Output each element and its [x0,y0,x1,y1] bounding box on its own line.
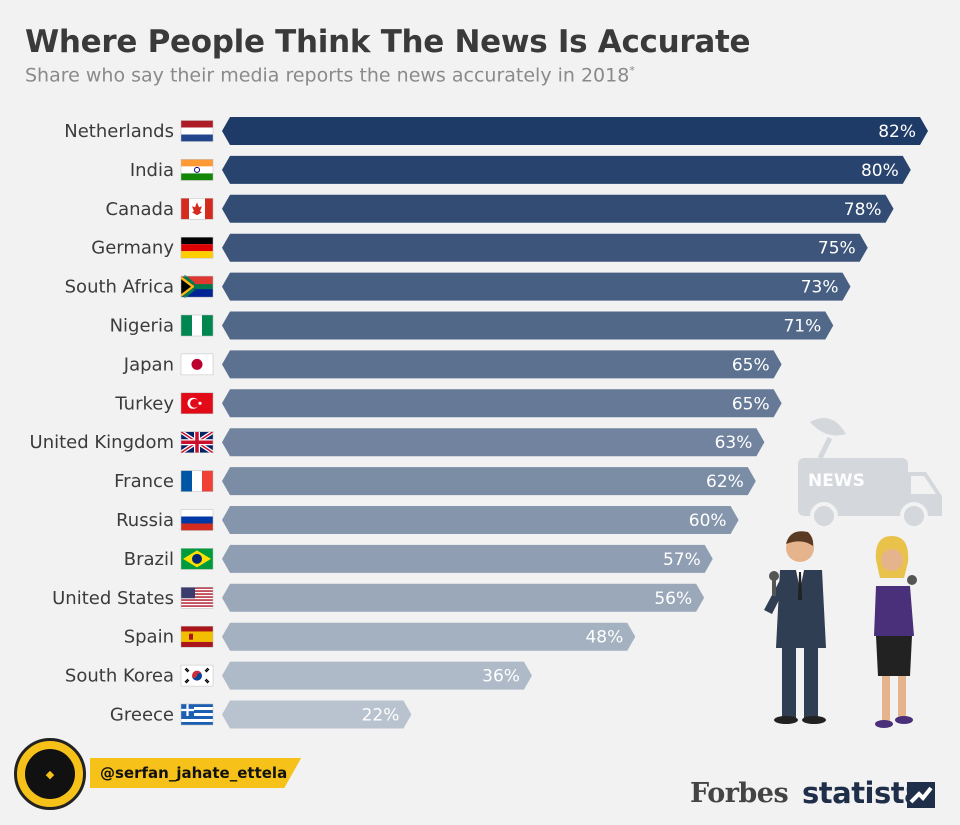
country-label: Japan [123,354,174,375]
brazil-flag-icon [180,548,214,570]
bar [222,389,782,418]
bar [222,272,851,301]
watermark-handle: @serfan_jahate_ettela [90,758,302,788]
bar [222,428,765,457]
watermark: ◆ @serfan_jahate_ettela [10,738,302,810]
value-label: 75% [818,239,856,259]
chart-title: Where People Think The News Is Accurate [25,24,751,60]
country-label: South Korea [65,666,174,687]
value-label: 71% [783,317,821,337]
value-label: 60% [689,511,727,531]
country-label: United States [52,588,174,609]
country-label: Greece [110,705,174,726]
country-label: India [130,160,174,181]
bar [222,194,894,223]
value-label: 65% [732,394,770,414]
value-label: 56% [654,589,692,609]
forbes-logo: Forbes [690,778,789,809]
bar [222,583,705,612]
statista-icon [907,782,935,808]
value-label: 62% [706,472,744,492]
bar [222,661,532,690]
spain-flag-icon [180,625,214,648]
country-label: Germany [91,238,174,259]
france-flag-icon [180,470,214,492]
watermark-logo: ◆ [14,738,86,810]
country-label: Nigeria [110,316,174,337]
bar [222,622,636,651]
united-states-flag-icon [180,587,214,609]
bar [222,117,928,145]
bar [222,155,911,184]
news-van: NEWS [798,418,942,530]
canada-flag-icon [180,198,214,220]
value-label: 36% [482,667,520,687]
south-korea-flag-icon [180,664,214,687]
country-label: South Africa [65,277,174,298]
turkey-flag-icon [180,392,214,415]
country-label: France [114,471,174,492]
male-reporter [764,531,826,724]
value-label: 73% [801,278,839,298]
bar [222,506,739,534]
india-flag-icon [180,159,214,181]
value-label: 63% [715,433,753,453]
country-label: Canada [106,199,175,220]
value-label: 80% [861,161,899,181]
country-label: United Kingdom [30,432,174,453]
value-label: 22% [362,706,400,726]
greece-flag-icon [180,703,214,726]
country-label: Netherlands [64,121,174,142]
van-news-text: NEWS [808,471,865,491]
russia-flag-icon [180,509,214,531]
country-label: Russia [116,510,174,531]
value-label: 48% [585,628,623,648]
bar [222,544,713,573]
country-label: Turkey [114,393,174,414]
nigeria-flag-icon [180,314,214,337]
united-kingdom-flag-icon [179,430,215,455]
netherlands-flag-icon [180,120,214,142]
bar [222,700,412,729]
chart-subtitle: Share who say their media reports the ne… [25,64,635,87]
footnote-mark: * [629,64,635,77]
value-label: 78% [844,200,882,220]
bar [222,311,834,340]
bar [222,233,868,262]
country-label: Brazil [124,549,174,570]
female-reporter [874,536,917,728]
news-reporters-illustration: NEWS [764,418,942,728]
value-label: 57% [663,550,701,570]
country-label: Spain [124,627,174,648]
south-africa-flag-icon [180,274,214,299]
value-label: 82% [878,122,916,142]
japan-flag-icon [180,353,214,376]
value-label: 65% [732,355,770,375]
bar [222,350,782,379]
germany-flag-icon [180,236,214,259]
statista-logo: statista [802,776,924,810]
bar [222,467,756,496]
